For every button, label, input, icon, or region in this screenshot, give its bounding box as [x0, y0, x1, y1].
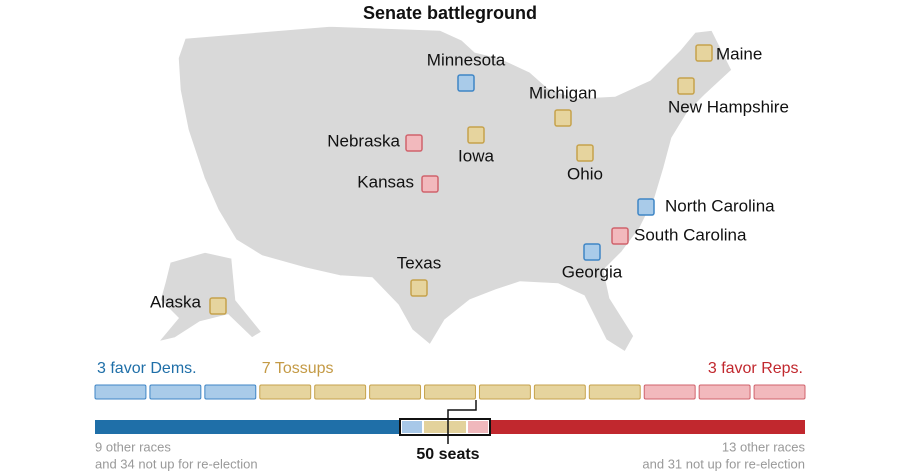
- state-marker: [405, 134, 423, 152]
- state-label: Nebraska: [327, 131, 400, 150]
- rep-bar: [490, 420, 805, 434]
- seat-box: [369, 384, 422, 400]
- state-markers: Minnesota Maine New Hampshire Michigan Nebra…: [150, 44, 789, 315]
- state-label: Alaska: [150, 292, 202, 311]
- group-label: 3 favor Dems.: [97, 360, 197, 377]
- seat-box: [424, 384, 476, 400]
- state-label: Texas: [397, 253, 441, 272]
- left-note: and 34 not up for re-election: [95, 456, 258, 471]
- state-label: Georgia: [562, 262, 623, 281]
- majority-connector: [447, 400, 477, 444]
- state-marker: [576, 144, 594, 162]
- state-label: Minnesota: [427, 50, 506, 69]
- group-label: 3 favor Reps.: [708, 360, 803, 377]
- tossup-segment: [424, 421, 466, 433]
- group-label: 7 Tossups: [262, 360, 334, 377]
- majority-label: 50 seats: [416, 446, 479, 463]
- seat-box: [149, 384, 202, 400]
- state-marker: [637, 198, 655, 216]
- state-label: Iowa: [458, 146, 494, 165]
- seat-box: [753, 384, 806, 400]
- us-map: [177, 25, 733, 354]
- seat-box: [478, 384, 531, 400]
- rep-segment: [468, 421, 488, 433]
- state-label: South Carolina: [634, 225, 747, 244]
- state-label: Ohio: [567, 164, 603, 183]
- seat-bar: 9 other races and 34 not up for re-elect…: [95, 400, 805, 471]
- state-marker: [695, 44, 713, 62]
- seat-box: [533, 384, 586, 400]
- alaska-map: [155, 251, 264, 344]
- state-marker: [611, 227, 629, 245]
- state-label: Maine: [716, 44, 762, 63]
- state-label: Kansas: [357, 172, 414, 191]
- title: Senate battleground: [363, 3, 537, 23]
- seat-box: [94, 384, 147, 400]
- seat-box: [588, 384, 641, 400]
- state-label: New Hampshire: [668, 97, 789, 116]
- dem-bar: [95, 420, 400, 434]
- state-marker: [209, 297, 227, 315]
- left-note: 9 other races: [95, 439, 171, 454]
- state-marker: [410, 279, 428, 297]
- seat-box: [204, 384, 257, 400]
- state-marker: [677, 77, 695, 95]
- right-note: 13 other races: [722, 439, 806, 454]
- seat-box: [259, 384, 312, 400]
- seat-box: [314, 384, 367, 400]
- group-boxes: 3 favor Dems. 7 Tossups 3 favor Reps.: [94, 360, 806, 400]
- seat-box: [698, 384, 751, 400]
- state-marker: [554, 109, 572, 127]
- dem-segment: [402, 421, 422, 433]
- state-marker: [583, 243, 601, 261]
- right-note: and 31 not up for re-election: [642, 456, 805, 471]
- state-marker: [421, 175, 439, 193]
- state-marker: [467, 126, 485, 144]
- seat-box: [643, 384, 696, 400]
- state-label: North Carolina: [665, 196, 775, 215]
- state-marker: [457, 74, 475, 92]
- state-label: Michigan: [529, 83, 597, 102]
- battleground-box: [399, 418, 491, 436]
